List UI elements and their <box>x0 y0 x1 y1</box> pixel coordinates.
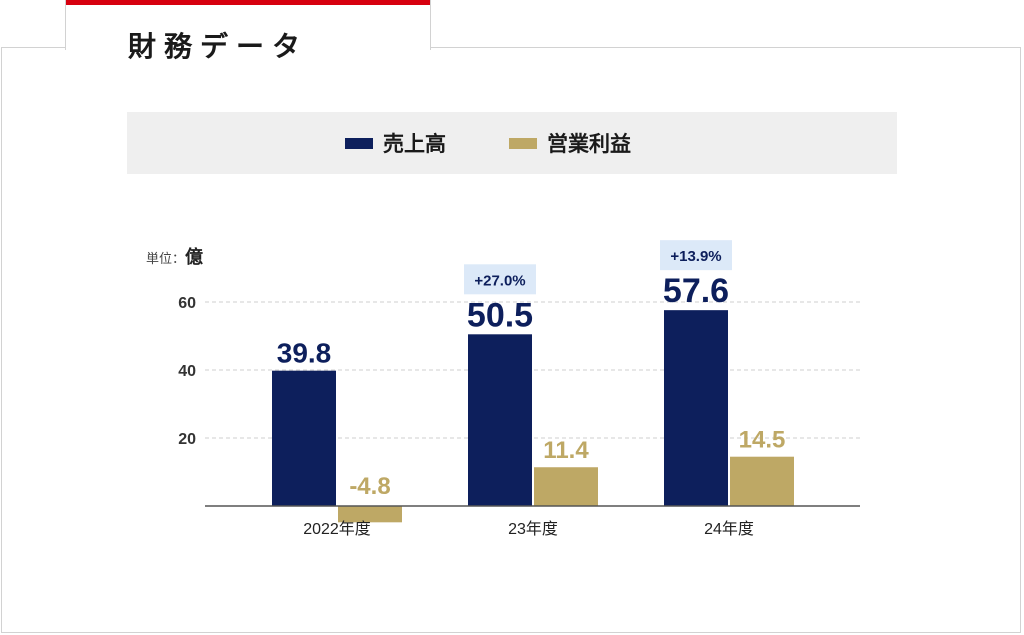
x-category-label: 2022年度 <box>303 520 371 538</box>
data-label-operating-profit: -4.8 <box>349 473 390 500</box>
legend-item-operating-profit: 営業利益 <box>509 130 631 156</box>
bar-revenue <box>272 370 336 506</box>
legend-swatch-revenue <box>345 137 373 149</box>
unit-value: 億 <box>185 247 204 268</box>
header-tab: 財務データ <box>65 0 431 63</box>
legend-label-revenue: 売上高 <box>383 132 446 156</box>
legend-item-revenue: 売上高 <box>345 130 446 156</box>
legend-label-operating-profit: 営業利益 <box>547 132 631 156</box>
data-label-operating-profit: 11.4 <box>543 437 589 464</box>
bar-revenue <box>468 334 532 506</box>
unit-prefix: 単位： <box>146 252 186 267</box>
y-tick-label: 20 <box>178 431 196 448</box>
x-category-label: 23年度 <box>508 520 558 538</box>
page-title: 財務データ <box>128 30 309 63</box>
data-label-revenue: 50.5 <box>467 296 533 334</box>
data-label-revenue: 57.6 <box>663 272 729 310</box>
growth-badge-label: +27.0% <box>474 272 525 289</box>
bar-operating-profit <box>534 467 598 506</box>
bar-operating-profit <box>338 506 402 523</box>
growth-badge-label: +13.9% <box>670 248 721 265</box>
y-tick-label: 40 <box>178 363 196 380</box>
bar-revenue <box>664 310 728 506</box>
chart-legend: 売上高 営業利益 <box>127 112 897 174</box>
bar-operating-profit <box>730 456 794 506</box>
x-category-label: 24年度 <box>704 520 754 538</box>
growth-badge <box>464 264 536 295</box>
tab-accent-bar <box>66 0 430 5</box>
data-label-revenue: 39.8 <box>277 338 332 369</box>
y-tick-label: 60 <box>178 295 196 312</box>
data-label-operating-profit: 14.5 <box>739 427 786 454</box>
growth-badge <box>660 240 732 271</box>
unit-label: 単位：億 <box>146 243 203 269</box>
legend-swatch-operating-profit <box>509 137 537 149</box>
